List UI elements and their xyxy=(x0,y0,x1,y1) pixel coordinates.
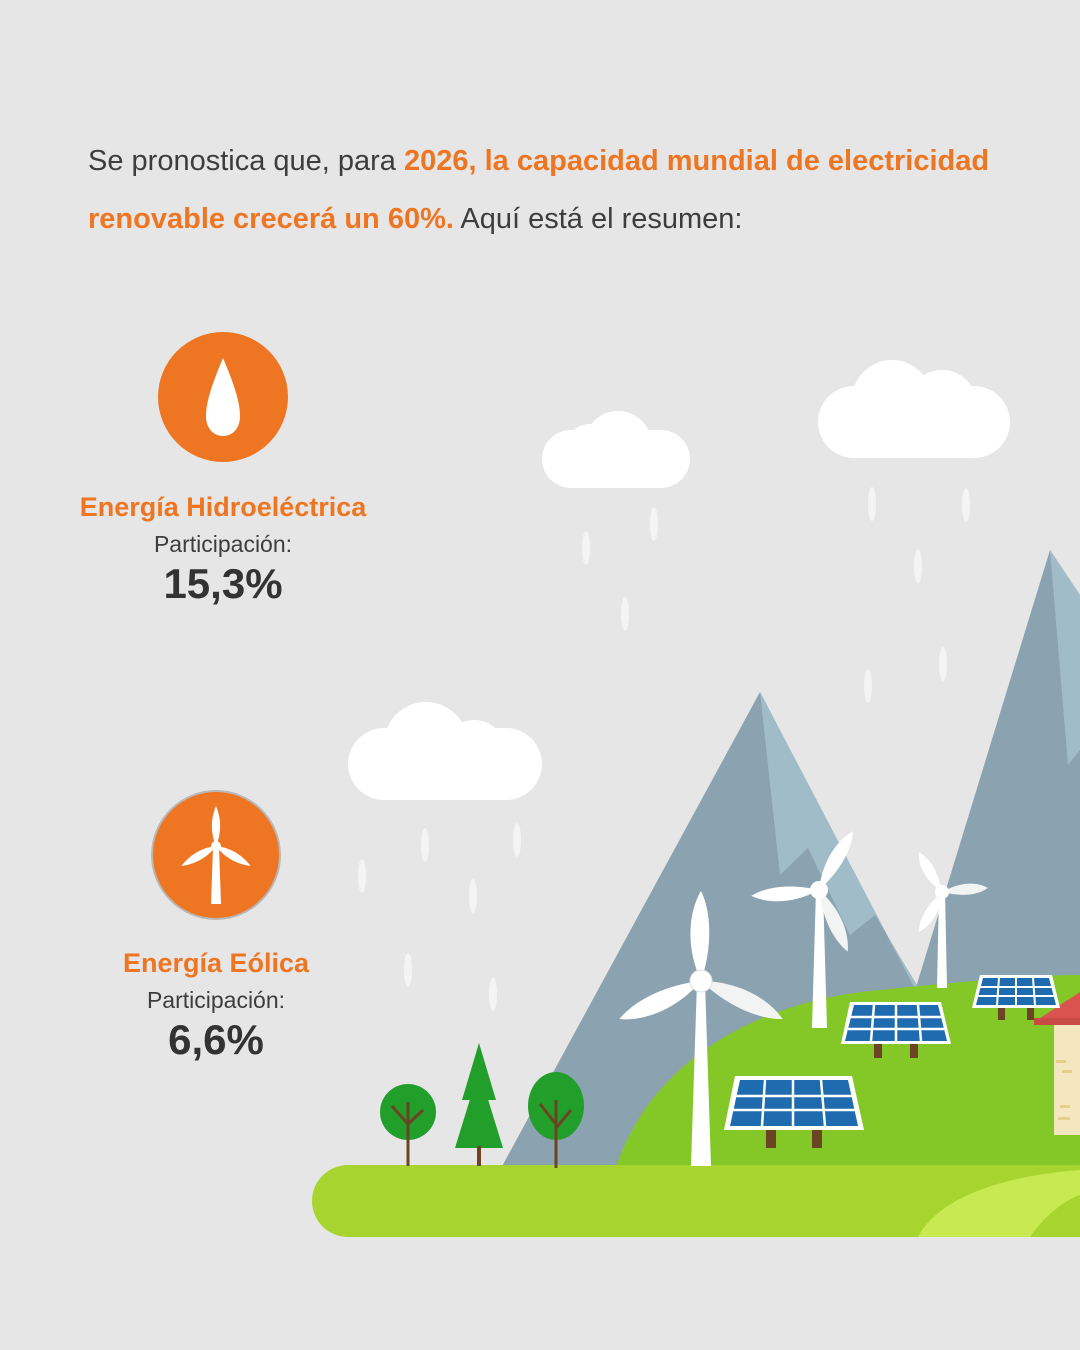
tree-icon xyxy=(528,1072,584,1168)
wind-turbine-icon xyxy=(751,831,853,1028)
solar-panel-icon xyxy=(972,975,1060,1020)
water-drop-icon xyxy=(206,358,240,436)
stat-wind: Energía Eólica Participación: 6,6% xyxy=(66,792,366,1064)
intro-prefix: Se pronostica que, para xyxy=(88,145,404,177)
stat-label: Participación: xyxy=(146,987,286,1013)
cloud-icon xyxy=(348,702,542,800)
house xyxy=(1034,992,1080,1135)
solar-panel-icon xyxy=(724,1076,864,1148)
cloud-icon xyxy=(818,360,1010,458)
wind-icon-circle xyxy=(153,792,279,918)
raindrops xyxy=(358,487,970,1011)
wind-turbine-icon xyxy=(181,806,251,904)
intro-highlight: 2026, la capacidad mundial de electricid… xyxy=(88,145,990,235)
solar-panel-icon xyxy=(841,1002,951,1058)
intro-text: Se pronostica que, para 2026, la capacid… xyxy=(88,132,1048,248)
ground xyxy=(312,1165,1080,1237)
stat-label: Participación: xyxy=(153,531,293,557)
intro-suffix: Aquí está el resumen: xyxy=(453,203,743,235)
pine-tree-icon xyxy=(455,1043,503,1166)
cloud-icon xyxy=(542,411,690,488)
tree-icon xyxy=(380,1084,436,1166)
stat-title: Energía Hidroeléctrica xyxy=(79,492,367,522)
stat-hydro: Energía Hidroeléctrica Participación: 15… xyxy=(48,332,398,608)
wind-turbine-icon xyxy=(918,852,988,988)
stat-title: Energía Eólica xyxy=(122,948,310,978)
stat-value: 15,3% xyxy=(163,560,283,607)
stat-value: 6,6% xyxy=(168,1016,264,1063)
wind-turbine-icon xyxy=(619,891,783,1166)
hydro-icon-circle xyxy=(158,332,288,462)
